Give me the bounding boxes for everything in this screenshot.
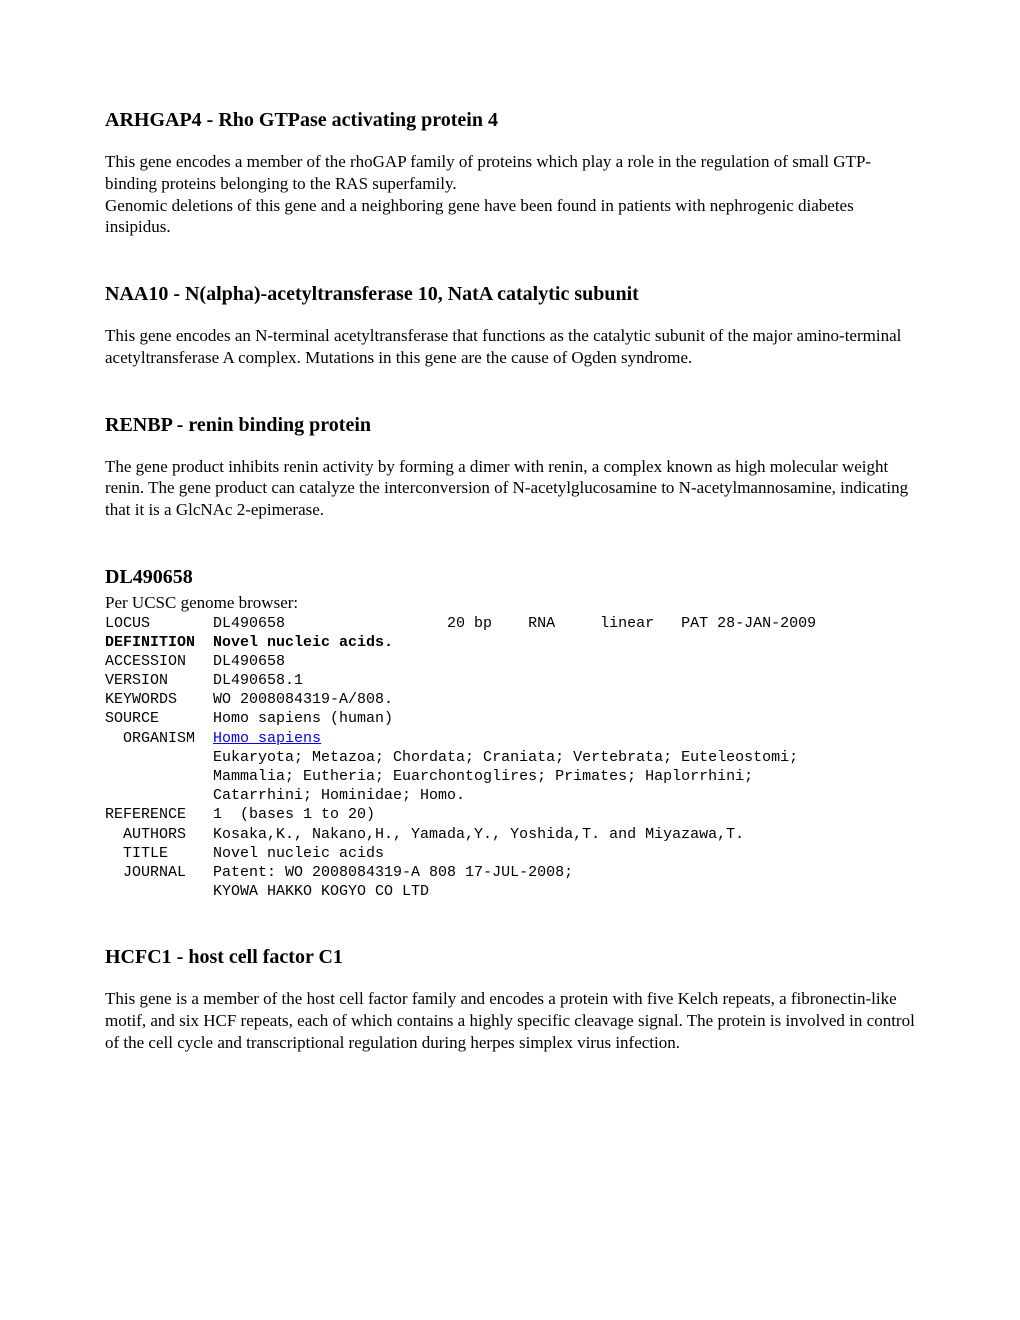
organism-link[interactable]: Homo sapiens — [213, 730, 321, 747]
page-content: ARHGAP4 - Rho GTPase activating protein … — [0, 0, 1020, 1158]
record-def-label: DEFINITION — [105, 634, 213, 651]
record-source: SOURCE Homo sapiens (human) — [105, 710, 393, 727]
section-title: DL490658 — [105, 565, 915, 590]
record-taxonomy-2: Mammalia; Eutheria; Euarchontoglires; Pr… — [105, 768, 753, 785]
section-description: The gene product inhibits renin activity… — [105, 456, 915, 521]
section-arhgap4: ARHGAP4 - Rho GTPase activating protein … — [105, 108, 915, 238]
section-naa10: NAA10 - N(alpha)-acetyltransferase 10, N… — [105, 282, 915, 369]
record-title: TITLE Novel nucleic acids — [105, 845, 384, 862]
section-title: NAA10 - N(alpha)-acetyltransferase 10, N… — [105, 282, 915, 307]
section-description: This gene encodes a member of the rhoGAP… — [105, 151, 915, 195]
record-keywords: KEYWORDS WO 2008084319-A/808. — [105, 691, 393, 708]
record-reference: REFERENCE 1 (bases 1 to 20) — [105, 806, 375, 823]
record-authors: AUTHORS Kosaka,K., Nakano,H., Yamada,Y.,… — [105, 826, 744, 843]
section-title: ARHGAP4 - Rho GTPase activating protein … — [105, 108, 915, 133]
section-dl490658: DL490658 Per UCSC genome browser: LOCUS … — [105, 565, 915, 902]
record-journal-2: KYOWA HAKKO KOGYO CO LTD — [105, 883, 429, 900]
section-renbp: RENBP - renin binding protein The gene p… — [105, 413, 915, 521]
record-taxonomy-3: Catarrhini; Hominidae; Homo. — [105, 787, 465, 804]
record-def-value: Novel nucleic acids. — [213, 634, 393, 651]
record-organism-label: ORGANISM — [105, 730, 213, 747]
section-description: This gene encodes an N-terminal acetyltr… — [105, 325, 915, 369]
genbank-record: LOCUS DL490658 20 bp RNA linear PAT 28-J… — [105, 614, 915, 902]
section-extra: Genomic deletions of this gene and a nei… — [105, 195, 915, 239]
record-version: VERSION DL490658.1 — [105, 672, 303, 689]
record-subtitle: Per UCSC genome browser: — [105, 592, 915, 614]
record-taxonomy-1: Eukaryota; Metazoa; Chordata; Craniata; … — [105, 749, 798, 766]
record-journal: JOURNAL Patent: WO 2008084319-A 808 17-J… — [105, 864, 573, 881]
section-hcfc1: HCFC1 - host cell factor C1 This gene is… — [105, 945, 915, 1053]
record-accession: ACCESSION DL490658 — [105, 653, 285, 670]
section-description: This gene is a member of the host cell f… — [105, 988, 915, 1053]
section-title: HCFC1 - host cell factor C1 — [105, 945, 915, 970]
record-locus: LOCUS DL490658 20 bp RNA linear PAT 28-J… — [105, 615, 816, 632]
section-title: RENBP - renin binding protein — [105, 413, 915, 438]
